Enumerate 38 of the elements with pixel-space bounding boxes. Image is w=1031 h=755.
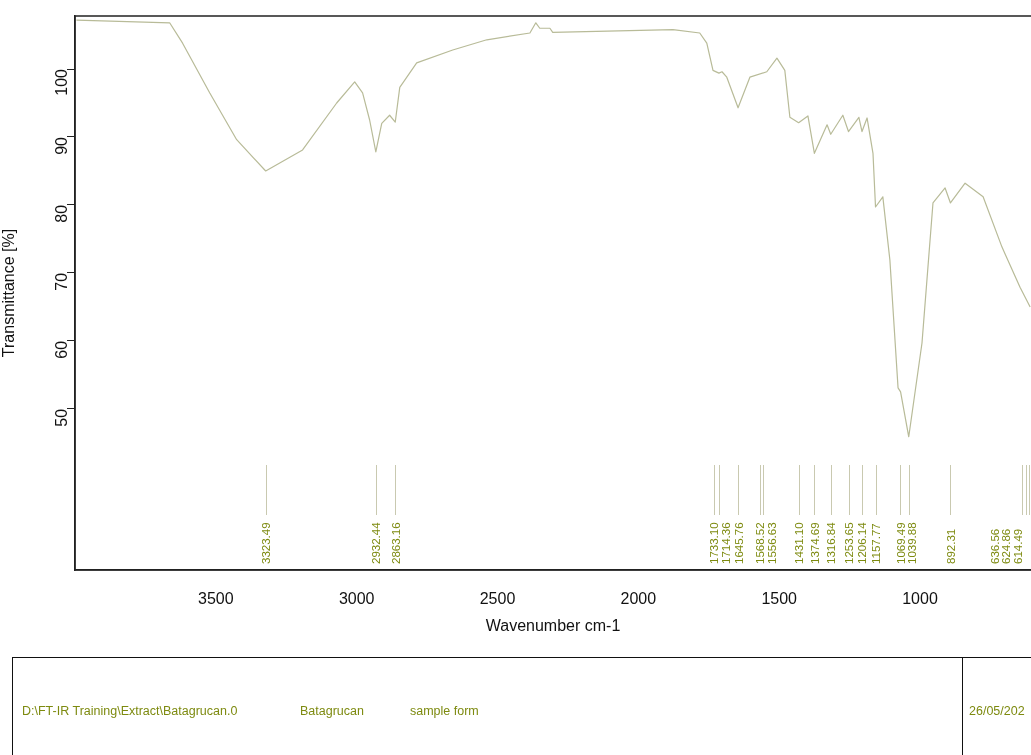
- ref-line-label: 1374.69: [808, 522, 821, 564]
- text: Batagrucan: [300, 704, 364, 718]
- x-tick-label: 3000: [338, 590, 375, 608]
- ref-line-label: 3323.49: [260, 522, 273, 564]
- ref-line-label: 624.86: [1000, 528, 1012, 564]
- ref-line-label: 614.49: [1011, 528, 1024, 564]
- text: 26/05/202: [969, 704, 1025, 718]
- ref-line-label: 1568.52: [754, 522, 767, 564]
- ref-line-label: 636.56: [988, 528, 1001, 564]
- ref-line-label: 1206.14: [856, 521, 869, 564]
- y-axis-title: Transmittance [%]: [0, 228, 18, 358]
- ref-line-label: 892.31: [944, 528, 957, 564]
- y-tick-label: 80: [53, 204, 71, 223]
- ref-line-label: 1645.76: [732, 522, 745, 564]
- ref-line-label: 1069.49: [894, 522, 907, 564]
- y-tick-label: 70: [53, 272, 71, 291]
- ref-line-label: 1039.88: [906, 522, 919, 564]
- ref-line-label: 1714.36: [719, 522, 732, 564]
- ref-line-label: 1556.63: [765, 522, 778, 564]
- text: sample form: [410, 704, 479, 718]
- y-tick-label: 60: [53, 340, 71, 359]
- y-tick-label: 100: [53, 68, 71, 96]
- ref-line-label: 2932.44: [370, 521, 383, 564]
- x-tick-label: 1000: [902, 590, 938, 608]
- ref-line-label: 2863.16: [389, 522, 402, 564]
- ref-line-label: 1733.10: [708, 522, 721, 564]
- ref-line-label: 1253.65: [843, 522, 856, 564]
- y-tick-label: 50: [53, 408, 71, 427]
- x-tick-label: 1500: [761, 590, 798, 608]
- text: D:\FT-IR Training\Extract\Batagrucan.0: [22, 704, 238, 718]
- ref-line-label: 1316.84: [825, 521, 838, 564]
- x-tick-label: 3500: [198, 590, 234, 608]
- x-tick-label: 2500: [479, 590, 516, 608]
- y-tick-label: 90: [53, 136, 71, 155]
- x-tick-label: 2000: [620, 590, 657, 608]
- ref-line-label: 1157.77: [870, 523, 883, 564]
- ref-line-label: 1431.10: [793, 522, 806, 564]
- x-axis-title: Wavenumber cm-1: [485, 616, 621, 634]
